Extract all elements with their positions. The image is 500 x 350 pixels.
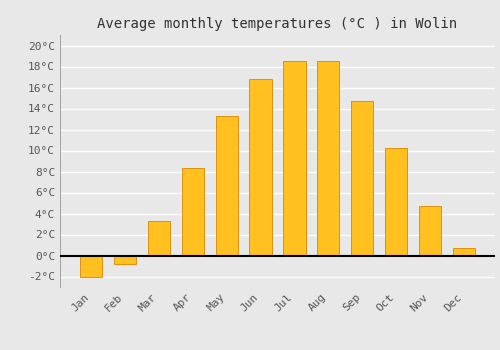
Bar [419,206,442,256]
Bar [284,61,306,255]
Bar [216,116,238,256]
Bar [80,256,102,276]
Bar [114,256,136,264]
Bar [453,248,475,255]
Bar [386,148,407,256]
Bar [250,79,272,256]
Title: Average monthly temperatures (°C ) in Wolin: Average monthly temperatures (°C ) in Wo… [98,17,458,31]
Bar [148,221,170,256]
Bar [352,101,374,256]
Bar [318,61,340,255]
Bar [182,168,204,256]
